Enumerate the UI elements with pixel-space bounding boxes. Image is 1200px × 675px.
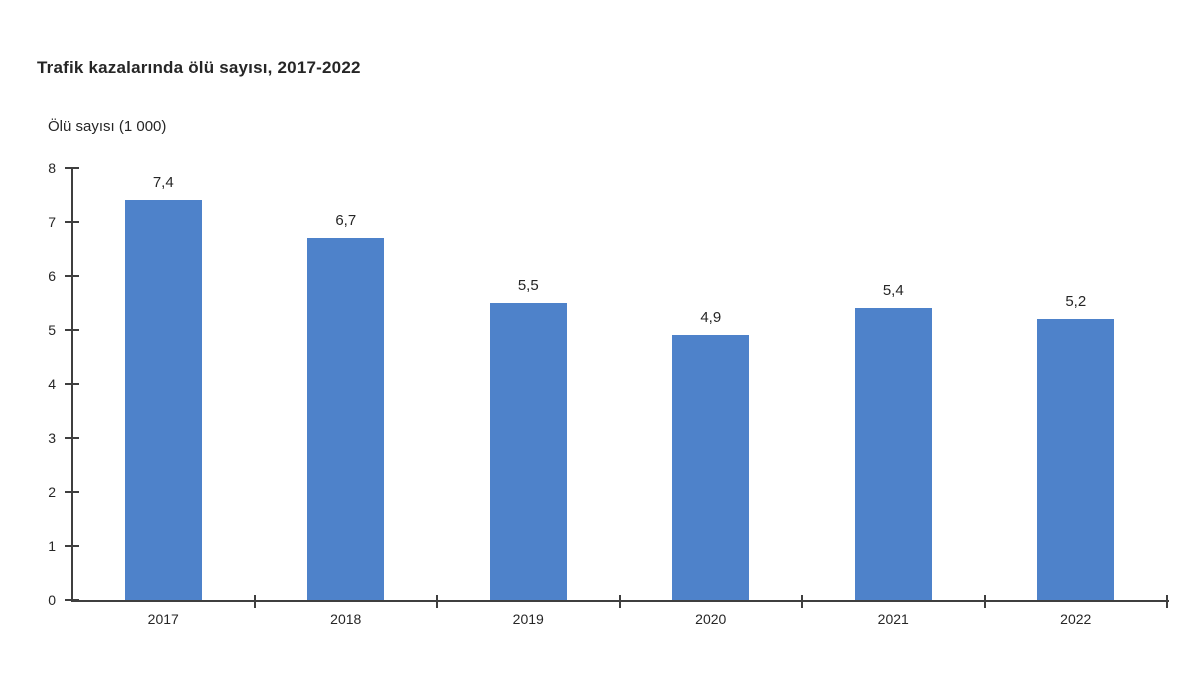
x-axis-tick (1166, 595, 1168, 608)
x-axis-tick (801, 595, 803, 608)
bar-2019 (489, 303, 567, 600)
bar-value-label: 5,5 (517, 277, 539, 294)
x-axis-tick (253, 595, 256, 608)
y-axis-tick (65, 437, 79, 439)
bar-value-label: 4,9 (700, 309, 722, 327)
x-category-label: 2020 (695, 611, 727, 627)
y-axis-tick (65, 167, 79, 169)
bar-2020 (672, 335, 750, 600)
y-axis-tick-label: 8 (48, 160, 56, 176)
y-axis-unit-label: Ölü sayısı (1 000) (48, 118, 167, 135)
x-category-label: 2017 (147, 611, 179, 627)
x-category-label: 2018 (330, 611, 362, 627)
y-axis-tick-label: 7 (48, 214, 56, 230)
x-category-label: 2022 (1060, 611, 1092, 627)
chart-title: Trafik kazalarında ölü sayısı, 2017-2022 (37, 58, 361, 77)
y-axis-tick-label: 5 (48, 322, 56, 338)
x-category-label: 2021 (877, 611, 909, 627)
x-axis-tick (618, 595, 621, 608)
y-axis-tick-label: 2 (48, 484, 56, 500)
bar-value-label: 7,4 (152, 174, 174, 192)
x-category-label: 2019 (512, 611, 544, 627)
bar-2018 (307, 238, 385, 600)
bar-value-label: 5,2 (1065, 293, 1087, 311)
y-axis-tick-label: 1 (48, 538, 56, 554)
y-axis-tick (65, 329, 79, 331)
y-axis-tick (65, 491, 79, 493)
y-axis-tick (65, 599, 79, 601)
y-axis-tick (65, 275, 79, 277)
y-axis-tick (65, 383, 79, 385)
y-axis-tick-label: 4 (48, 376, 56, 392)
y-axis-tick-label: 6 (48, 268, 56, 284)
x-axis-tick (983, 595, 986, 608)
bar-2021 (854, 308, 932, 600)
y-axis-tick (65, 545, 79, 547)
y-axis-tick (65, 221, 79, 223)
bar-2017 (124, 200, 202, 600)
y-axis-tick-label: 3 (48, 430, 56, 446)
bar-value-label: 6,7 (335, 212, 357, 230)
x-axis-tick (436, 595, 438, 608)
bar-value-label: 5,4 (882, 282, 904, 300)
bar-2022 (1037, 319, 1115, 600)
y-axis-tick-label: 0 (48, 592, 56, 608)
